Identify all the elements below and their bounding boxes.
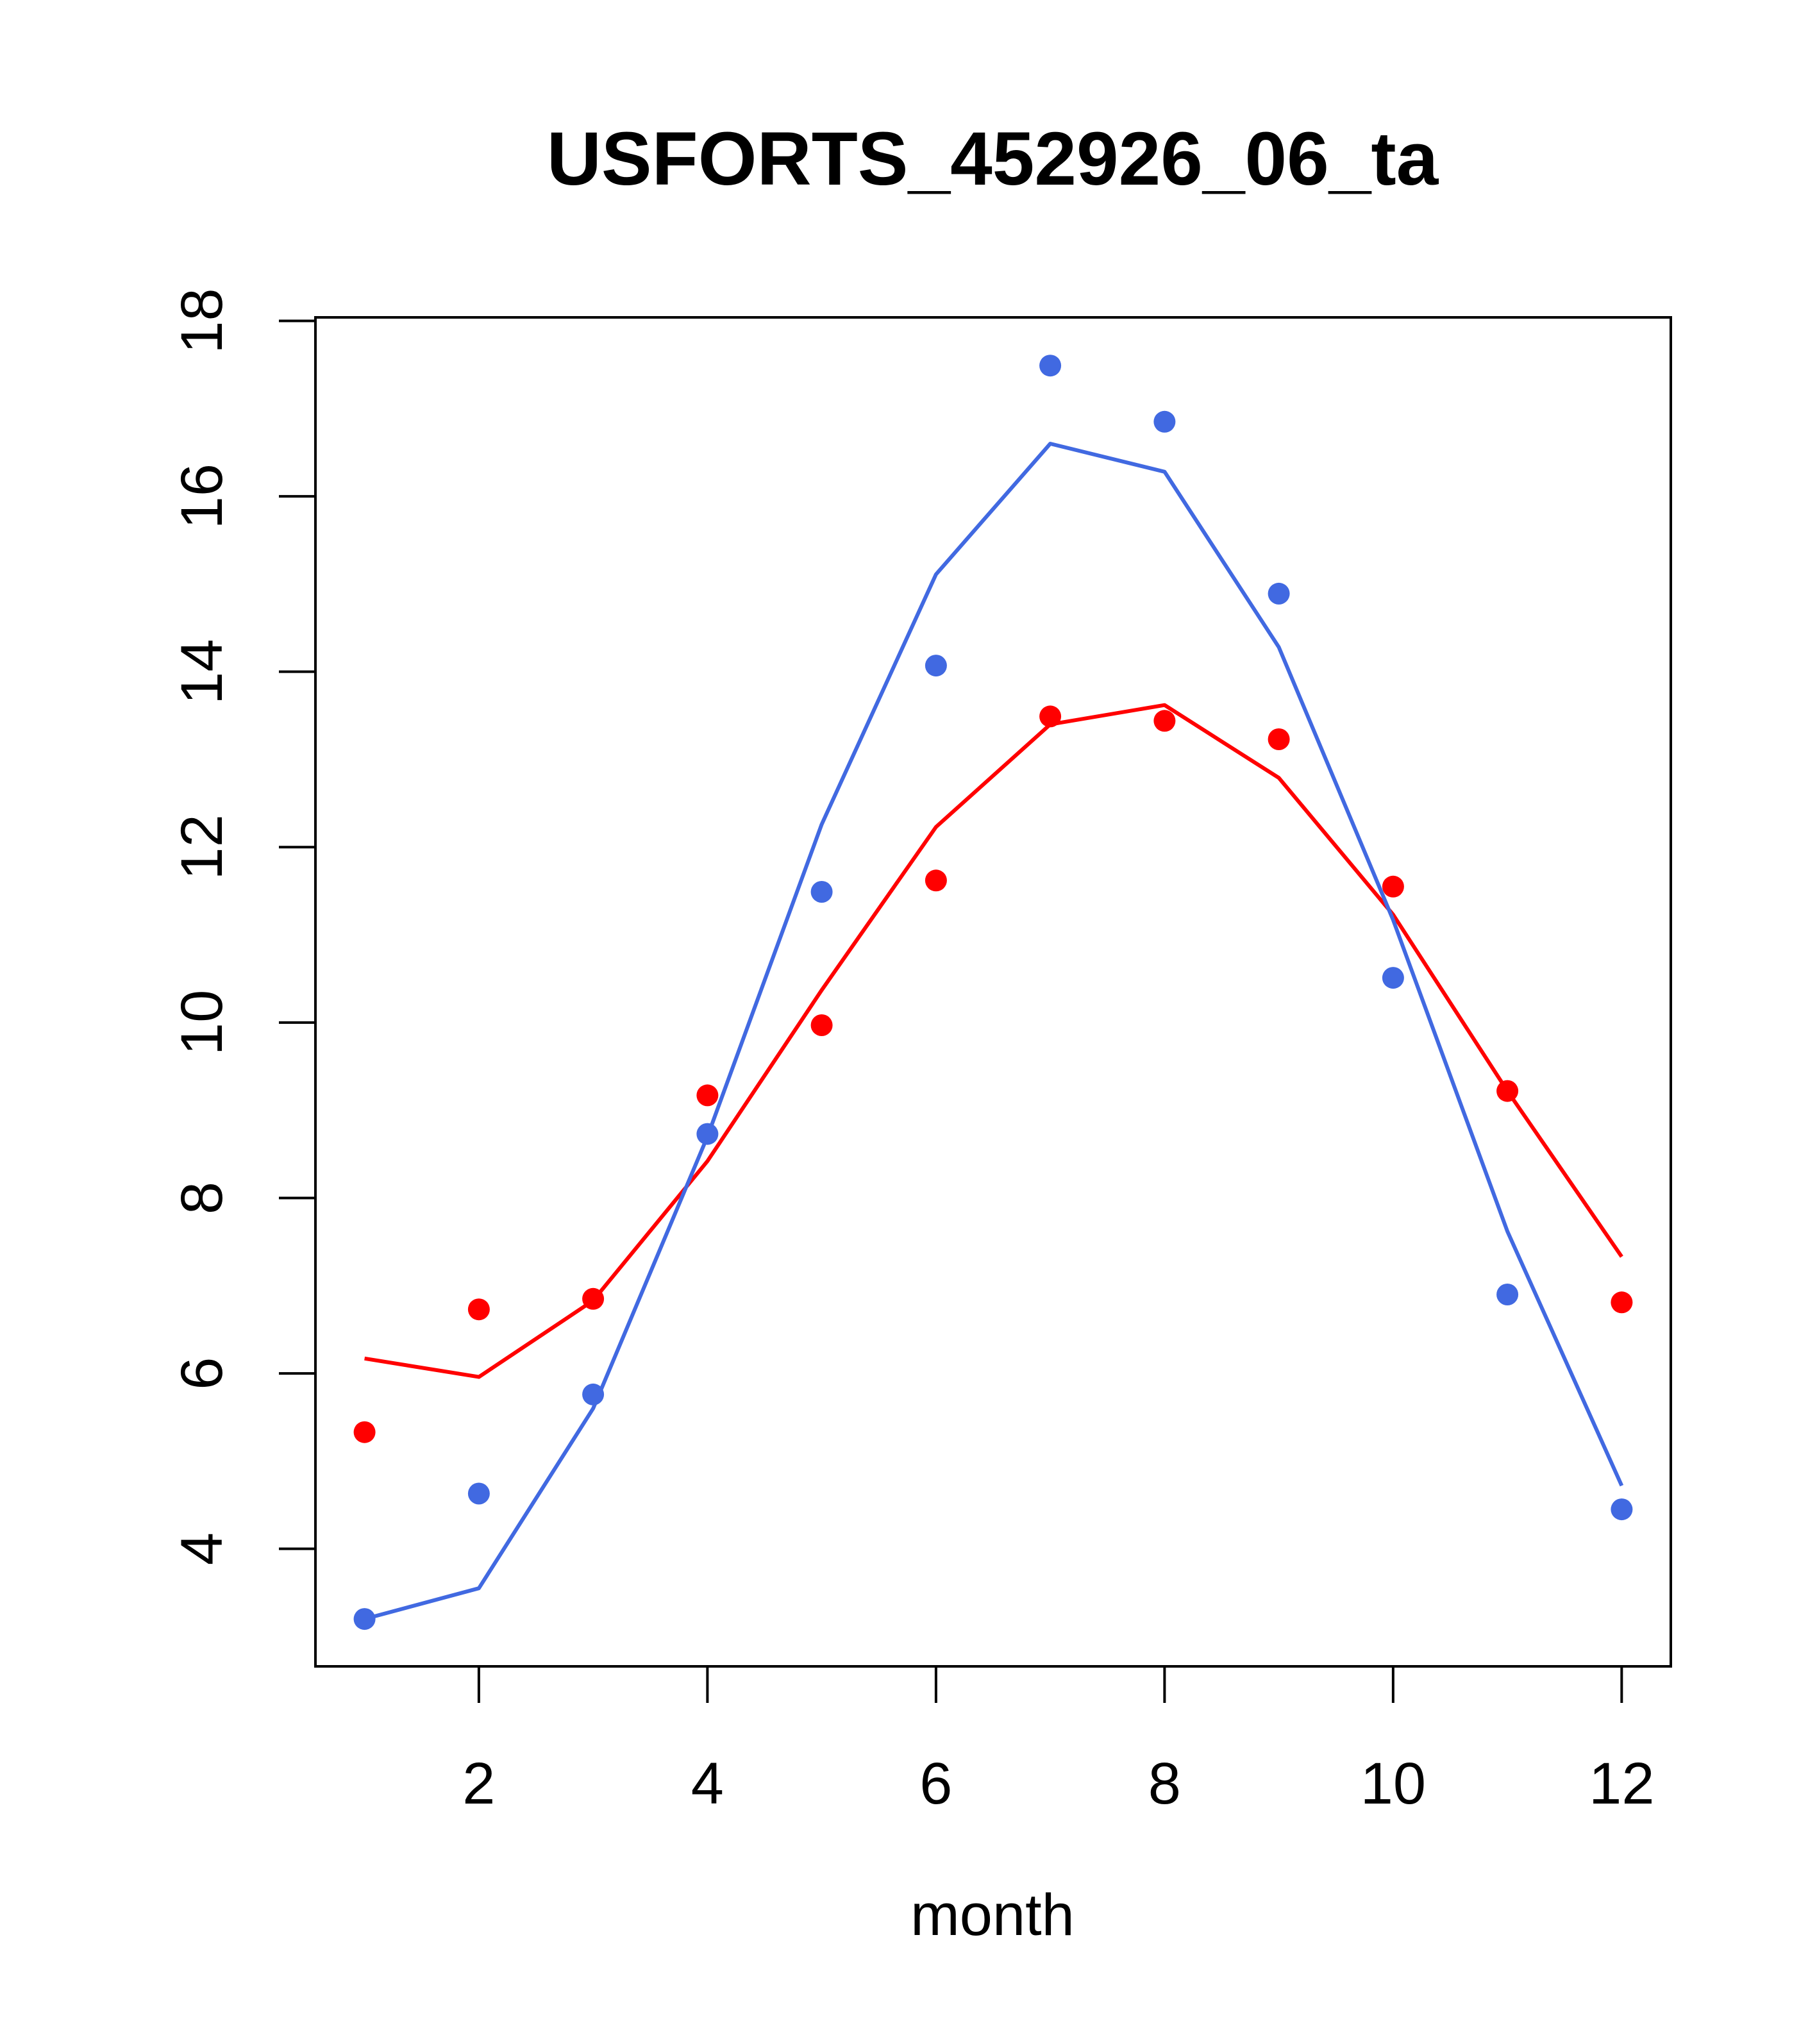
y-tick-label: 18	[169, 288, 235, 353]
series-1-point	[1382, 967, 1404, 989]
y-tick-label: 10	[169, 990, 235, 1055]
axes: 2 4 6 8 10 12 4 6 8 10 12 14 16 18	[169, 288, 1672, 1816]
series-1-point	[1268, 582, 1290, 605]
series-1-point	[1611, 1498, 1633, 1521]
y-tick-label: 6	[169, 1357, 235, 1390]
series-0-point	[925, 869, 947, 892]
series-0-point	[353, 1421, 376, 1443]
x-tick-label: 4	[691, 1751, 724, 1816]
series-1-line	[364, 442, 1624, 1621]
y-tick-label: 14	[169, 639, 235, 705]
series-1-point	[1496, 1284, 1519, 1305]
series-0-point	[1382, 875, 1404, 898]
plot-area	[353, 355, 1633, 1630]
series-1-point	[696, 1123, 719, 1145]
y-tick-label: 16	[169, 464, 235, 529]
series-1-point	[925, 655, 947, 677]
series-1-point	[810, 881, 833, 903]
series-0-line	[364, 703, 1623, 1379]
x-tick-label: 2	[462, 1751, 495, 1816]
x-tick-label: 6	[919, 1751, 952, 1816]
plot-frame	[314, 316, 1672, 1668]
chart-title: USFORTS_452926_06_ta	[547, 117, 1439, 201]
series-1-point	[353, 1608, 376, 1630]
series-1-point	[1153, 410, 1176, 433]
series-0-point	[1153, 710, 1176, 732]
series-0-point	[810, 1014, 833, 1036]
series-1-point	[1039, 355, 1062, 377]
y-tick-label: 12	[169, 814, 235, 880]
x-tick-label: 10	[1361, 1751, 1426, 1816]
series-0-point	[1611, 1291, 1633, 1314]
series-1-point	[582, 1383, 605, 1405]
series-0-point	[467, 1298, 490, 1321]
series-0-point	[1268, 728, 1290, 750]
x-tick-label: 12	[1589, 1751, 1654, 1816]
series-0-point	[1039, 705, 1062, 728]
series-0-point	[582, 1287, 605, 1310]
series-0-point	[1496, 1080, 1519, 1102]
series-0-point	[696, 1084, 719, 1107]
y-tick-label: 4	[169, 1532, 235, 1565]
x-axis-label: month	[910, 1882, 1075, 1948]
y-tick-label: 8	[169, 1182, 235, 1214]
x-tick-label: 8	[1148, 1751, 1181, 1816]
series-1-point	[467, 1482, 490, 1505]
